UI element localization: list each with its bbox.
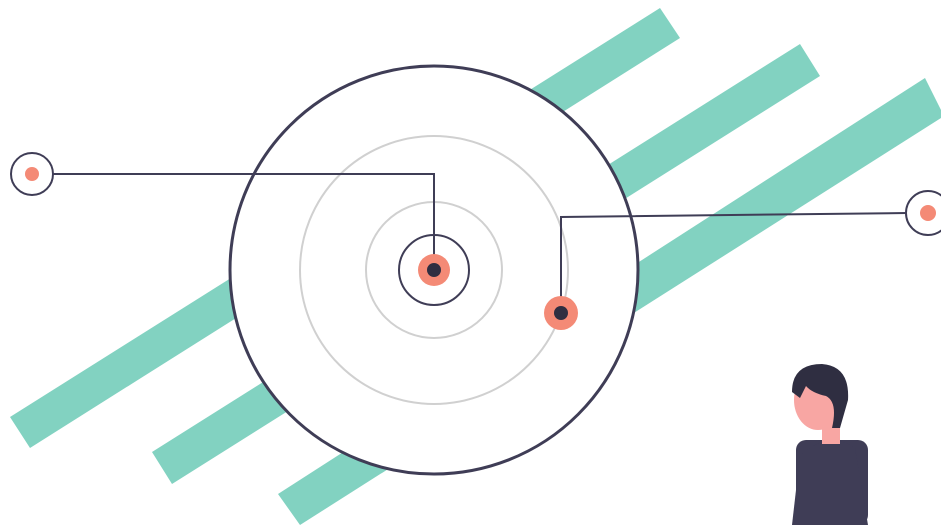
- center-marker-core: [427, 263, 441, 277]
- left-pin-dot: [25, 167, 39, 181]
- target-middle-ring: [299, 135, 569, 405]
- connector-line-left: [52, 173, 435, 268]
- right-pin-dot: [920, 205, 936, 221]
- offset-marker-core: [554, 306, 568, 320]
- left-pin: [10, 152, 54, 196]
- offset-marker: [544, 296, 578, 330]
- center-marker-ring: [398, 234, 470, 306]
- right-pin: [905, 190, 941, 236]
- person-shoulders: [792, 440, 868, 525]
- person-figure: [792, 364, 868, 525]
- connector-line-right: [560, 212, 908, 310]
- center-marker: [398, 234, 470, 306]
- person-hair: [792, 364, 849, 428]
